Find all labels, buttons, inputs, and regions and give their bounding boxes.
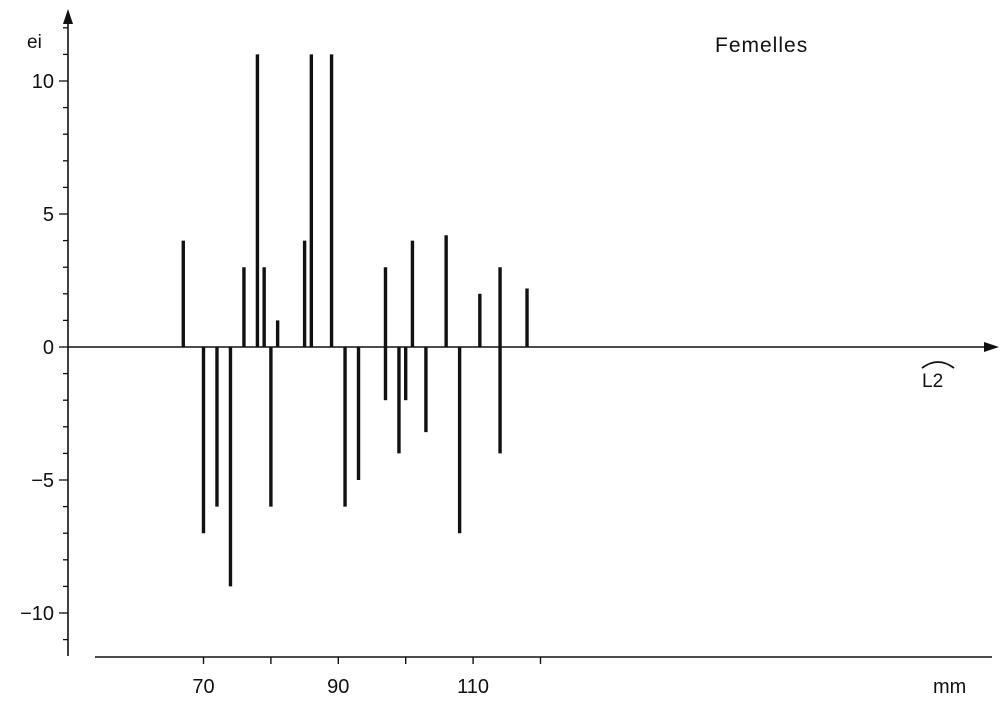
chart-title-text: Femelles <box>715 34 808 57</box>
x-tick-label: 70 <box>192 676 214 698</box>
y-tick-label: 0 <box>43 337 54 359</box>
bars <box>181 54 529 587</box>
y-tick-label: 10 <box>32 71 54 93</box>
x-axis-label: L2 <box>921 361 955 392</box>
chart-title: Femelles <box>715 34 808 57</box>
x-tick-label: 90 <box>327 676 349 698</box>
x-axis-arrow <box>984 342 999 352</box>
x-axis-label-text: L2 <box>922 371 943 392</box>
x-axis-label-hat <box>921 361 955 369</box>
y-axis-label: ei <box>27 32 42 53</box>
x-axis-unit: mm <box>933 676 966 698</box>
y-tick-label: 5 <box>43 204 54 226</box>
x-tick-label: 110 <box>457 676 489 698</box>
axes: 10 5 0 −5 −10 70 90 110 <box>20 9 999 698</box>
y-tick-label: −5 <box>31 470 54 492</box>
y-axis-arrow <box>63 9 73 24</box>
y-tick-label: −10 <box>20 603 54 625</box>
